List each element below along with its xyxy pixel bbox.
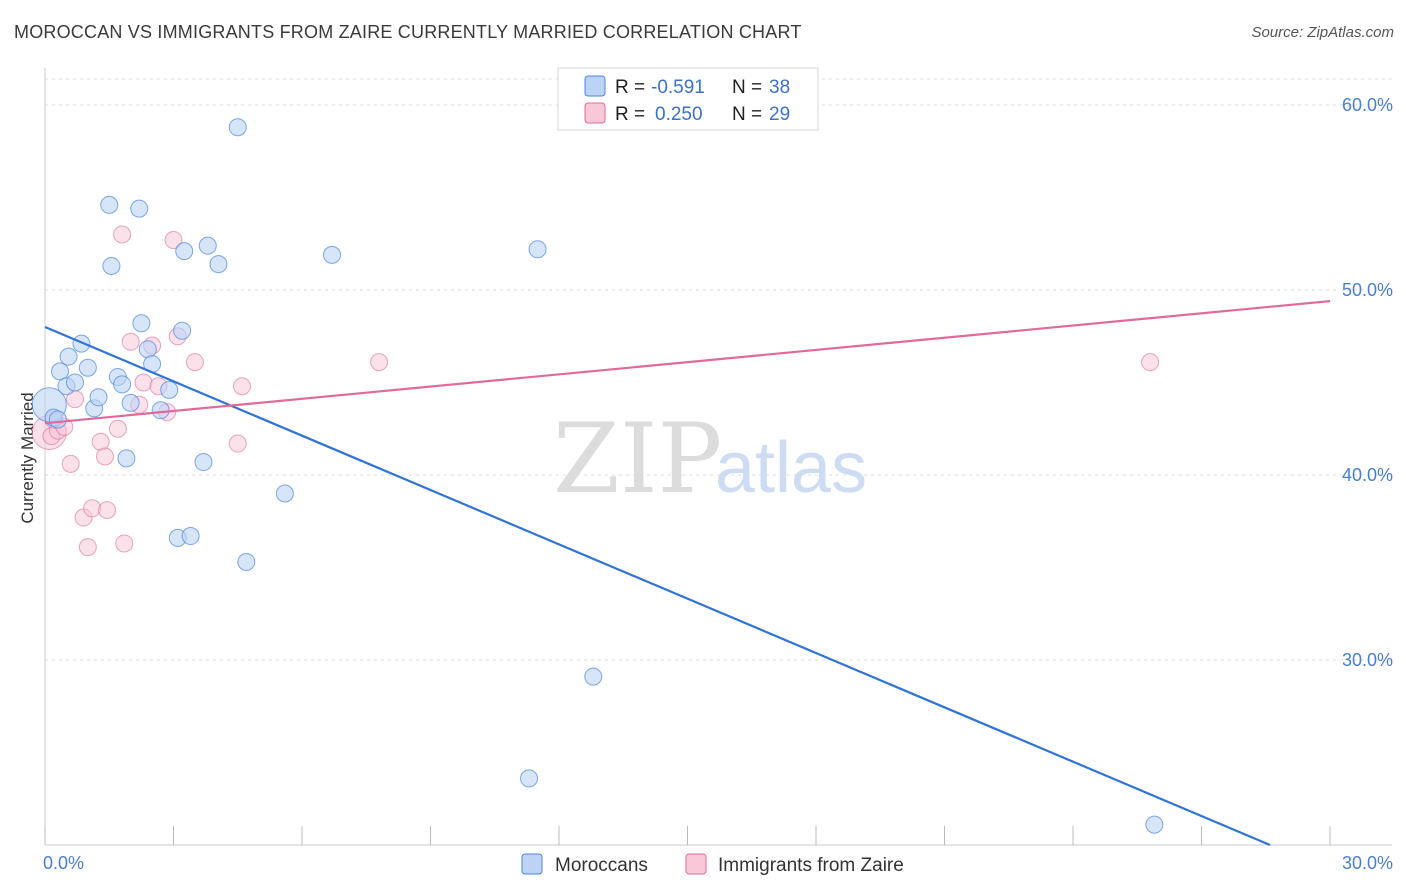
y-tick-label: 30.0%: [1342, 650, 1393, 670]
axes: [44, 68, 1392, 846]
series-legend-label: Immigrants from Zaire: [718, 855, 904, 876]
zaire-point: [233, 377, 252, 396]
series-legend-swatch-moroccans: [521, 853, 543, 875]
series-legend: Moroccans Immigrants from Zaire: [521, 853, 904, 876]
watermark: ZIP atlas: [553, 403, 867, 515]
trend-lines: [44, 300, 1331, 847]
moroccan-point: [528, 240, 547, 259]
y-axis-label: Currently Married: [18, 392, 37, 523]
legend-n-label: N =: [732, 104, 762, 125]
moroccan-point: [102, 256, 121, 275]
zaire-point: [108, 419, 127, 438]
legend-n-label: N =: [732, 77, 762, 98]
legend-n-value: 38: [769, 77, 790, 98]
zaire-point: [164, 231, 183, 250]
moroccan-point: [130, 199, 149, 218]
moroccan-point: [65, 373, 84, 392]
zaire-point: [113, 225, 132, 244]
legend-r-value: 0.250: [655, 104, 703, 125]
moroccan-point: [520, 769, 539, 788]
zaire-point: [185, 353, 204, 372]
moroccan-point: [198, 236, 217, 255]
moroccan-point: [100, 195, 119, 214]
moroccan-point: [194, 453, 213, 472]
moroccan-point: [1145, 815, 1164, 834]
moroccan-point: [237, 552, 256, 571]
zaire-point: [115, 534, 134, 553]
moroccan-point: [275, 484, 294, 503]
moroccan-point: [209, 255, 228, 274]
moroccan-point: [89, 388, 108, 407]
x-tick-label: 30.0%: [1342, 853, 1393, 873]
zaire-point: [91, 432, 110, 451]
moroccan-point: [173, 321, 192, 340]
gridlines: [45, 78, 1392, 661]
x-ticks: 0.0% 30.0%: [43, 826, 1393, 873]
moroccan-point: [132, 314, 151, 333]
moroccan-point: [584, 667, 603, 686]
watermark-atlas: atlas: [715, 428, 867, 508]
zaire-point: [228, 434, 247, 453]
zaire-point: [95, 447, 114, 466]
chart-title: MOROCCAN VS IMMIGRANTS FROM ZAIRE CURREN…: [14, 22, 802, 42]
moroccan-point: [59, 347, 78, 366]
legend-swatch-moroccans: [584, 75, 606, 97]
moroccan-point: [72, 334, 91, 353]
series-legend-swatch-zaire: [685, 853, 707, 875]
y-tick-labels: 30.0% 40.0% 50.0% 60.0%: [1342, 95, 1393, 670]
legend-r-label: R =: [615, 104, 645, 125]
zaire-point: [121, 332, 140, 351]
moroccan-trend-line: [44, 325, 1271, 847]
zaire-point: [1141, 353, 1160, 372]
moroccan-point: [181, 527, 200, 546]
legend-n-value: 29: [769, 104, 790, 125]
y-tick-label: 60.0%: [1342, 95, 1393, 115]
zaire-point: [134, 373, 153, 392]
moroccan-point: [113, 375, 132, 394]
legend-r-value: -0.591: [651, 77, 705, 98]
zaire-point: [83, 499, 102, 518]
moroccan-point: [121, 393, 140, 412]
moroccan-point: [175, 242, 194, 261]
x-tick-label: 0.0%: [43, 853, 84, 873]
series-legend-label: Moroccans: [555, 855, 648, 876]
moroccan-point: [48, 410, 67, 429]
moroccan-point: [138, 340, 157, 359]
source-label: Source: ZipAtlas.com: [1251, 24, 1394, 41]
moroccan-point: [322, 245, 341, 264]
moroccan-point: [228, 118, 247, 137]
zaire-point: [61, 454, 80, 473]
y-tick-label: 40.0%: [1342, 465, 1393, 485]
moroccan-point: [160, 380, 179, 399]
zaire-trend-line: [44, 300, 1331, 425]
legend-r-label: R =: [615, 77, 645, 98]
stats-legend: R = -0.591 N = 38 R = 0.250 N = 29: [557, 67, 819, 131]
moroccan-point: [151, 401, 170, 420]
legend-swatch-zaire: [584, 102, 606, 124]
moroccan-point: [117, 449, 136, 468]
y-tick-label: 50.0%: [1342, 280, 1393, 300]
moroccan-points: [31, 118, 1164, 834]
zaire-point: [370, 353, 389, 372]
moroccan-point: [78, 358, 97, 377]
watermark-zip: ZIP: [553, 403, 722, 515]
zaire-point: [78, 538, 97, 557]
zaire-point: [98, 501, 117, 520]
